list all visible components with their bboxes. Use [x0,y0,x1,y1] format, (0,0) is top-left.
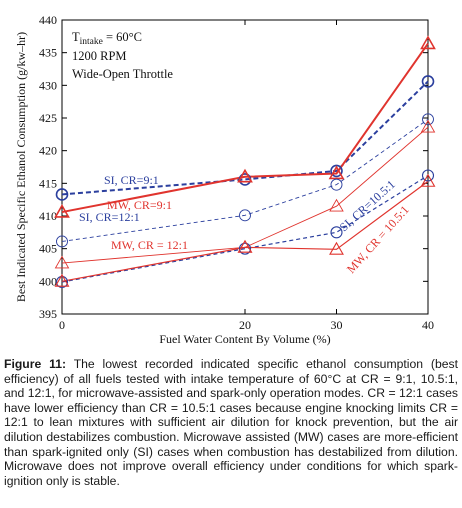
plot-frame [61,19,429,315]
y-tick-label: 425 [39,111,57,125]
series-lines [61,42,429,283]
x-tick-label: 40 [422,318,434,332]
data-point-circle [56,235,68,248]
series-line [61,80,429,196]
data-point-triangle [237,168,253,183]
caption-label: Figure 11: [4,357,67,371]
data-point-triangle [420,35,436,50]
data-point-circle [330,178,343,191]
y-tick-label: 405 [39,242,57,256]
y-tick-label: 395 [39,307,57,321]
figure-caption: Figure 11: The lowest recorded indicated… [4,357,458,488]
data-point-triangle [420,119,436,133]
data-point-circle [55,188,69,201]
series-line [61,180,429,282]
condition-throttle: Wide-Open Throttle [72,67,173,81]
y-tick-label: 440 [39,13,57,27]
x-axis-label: Fuel Water Content By Volume (%) [159,332,330,346]
series-markers [54,35,436,289]
y-tick-label: 430 [39,78,57,92]
series-line [61,118,429,242]
data-point-circle [55,275,69,289]
condition-rpm: 1200 RPM [72,49,127,63]
data-point-circle [421,169,435,182]
data-point-circle [422,113,434,126]
annotation-si-cr12: SI, CR=12:1 [79,210,140,224]
x-tick-label: 20 [239,318,251,332]
data-point-circle [421,75,435,88]
data-point-circle [330,164,343,178]
data-point-triangle [329,241,344,255]
y-axis-label: Best Indicated Specific Ethanol Consumpt… [14,32,28,302]
data-point-triangle [328,165,345,180]
caption-text: The lowest recorded indicated specific e… [4,357,458,488]
axis-ticks [61,19,429,315]
data-point-triangle [54,255,70,269]
y-tick-label: 415 [39,176,57,190]
data-point-triangle [237,239,253,253]
data-point-circle [238,242,252,255]
x-tick-labels: 0 20 30 40 [59,318,434,332]
series-line [61,42,429,214]
y-tick-label: 410 [39,209,57,223]
annotation-si-cr9: SI, CR=9:1 [104,173,159,187]
chart: 395 400 405 410 415 420 425 430 435 440 0 20 30 40 B… [14,13,436,346]
data-point-circle [239,209,251,222]
y-tick-label: 400 [39,274,57,288]
y-tick-label: 435 [39,46,57,60]
y-tick-labels: 395 400 405 410 415 420 425 430 435 440 [39,13,57,321]
y-tick-label: 420 [39,144,57,158]
data-point-triangle [54,273,70,287]
series-line [61,174,429,283]
series-line [61,126,429,264]
data-point-triangle [420,173,436,187]
data-point-triangle [54,203,70,218]
data-point-circle [330,226,343,239]
annotation-mw-cr12: MW, CR = 12:1 [111,238,188,252]
x-tick-label: 30 [331,318,343,332]
condition-temperature: Tintake = 60°C [72,30,142,47]
annotation-mw-cr9: MW, CR=9:1 [107,198,172,212]
data-point-triangle [329,198,344,212]
x-tick-label: 0 [59,318,65,332]
